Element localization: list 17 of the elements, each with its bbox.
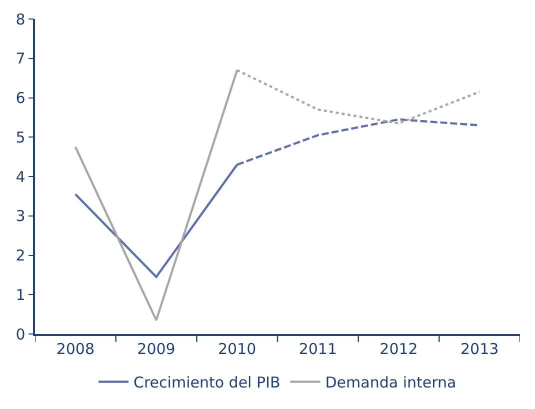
y-tick-label: 0 <box>16 325 26 344</box>
y-tick-label: 1 <box>16 286 26 304</box>
x-tick-label: 2010 <box>218 340 256 358</box>
y-tick-label: 2 <box>16 246 26 264</box>
x-tick-label: 2008 <box>56 340 95 358</box>
y-tick-label: 5 <box>16 128 26 146</box>
legend-label: Crecimiento del PIB <box>134 374 280 392</box>
y-tick-label: 4 <box>16 168 26 186</box>
x-tick-label: 2013 <box>460 340 499 358</box>
x-tick-label: 2009 <box>137 340 176 358</box>
y-tick-label: 8 <box>16 10 26 28</box>
x-tick-label: 2011 <box>298 340 338 358</box>
y-tick-label: 6 <box>16 89 26 107</box>
y-tick-label: 7 <box>16 50 26 68</box>
legend-label: Demanda interna <box>325 374 456 392</box>
y-tick-label: 3 <box>16 207 26 226</box>
x-tick-label: 2012 <box>380 340 418 358</box>
